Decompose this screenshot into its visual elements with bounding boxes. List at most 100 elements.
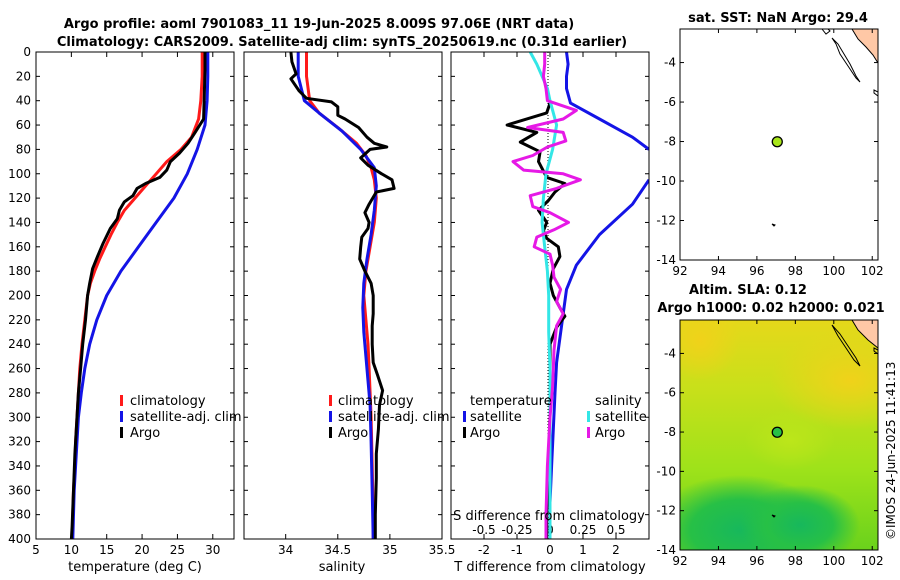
y-tick-label: -10 xyxy=(656,174,676,188)
sst-map-box xyxy=(679,28,879,261)
x-tick-label: -2 xyxy=(478,543,490,557)
island-chain-outline xyxy=(831,37,861,83)
y-tick-label: 400 xyxy=(8,532,31,546)
s-tick-label: -0.25 xyxy=(501,523,532,537)
x-tick-label: 96 xyxy=(749,554,764,568)
y-tick-label: 40 xyxy=(16,94,31,108)
x-tick-label: 34 xyxy=(278,543,293,557)
y-tick-label: 100 xyxy=(8,167,31,181)
sst-map-ticks: 92 94 96 98 100 102 -4 -6 -8 -10 -12 -14 xyxy=(656,29,884,278)
s-tick-label: -0.5 xyxy=(472,523,495,537)
legend-label-t-argo: Argo xyxy=(470,426,500,441)
series-line xyxy=(505,102,567,539)
y-tick-label: -4 xyxy=(664,346,676,360)
legend-label-t-satellite: satellite xyxy=(470,410,522,425)
y-tick-label: -8 xyxy=(664,425,676,439)
x-tick-label: 98 xyxy=(788,554,803,568)
imos-watermark: ©IMOS 24-Jun-2025 11:41:13 xyxy=(884,362,898,540)
series-line xyxy=(69,52,207,539)
temperature-series xyxy=(69,52,210,539)
y-tick-label: 180 xyxy=(8,264,31,278)
x-tick-label: 25 xyxy=(170,543,185,557)
y-tick-label: -6 xyxy=(664,386,676,400)
legend-swatch-climatology xyxy=(120,395,123,406)
y-tick-label: 140 xyxy=(8,215,31,229)
argo-float-marker xyxy=(771,136,783,148)
difference-legend: temperature satellite Argo salinity sate… xyxy=(463,394,647,441)
y-tick-label: 60 xyxy=(16,118,31,132)
island-chain-outline xyxy=(831,324,861,367)
y-tick-label: 280 xyxy=(8,386,31,400)
legend-label-s-argo: Argo xyxy=(595,426,625,441)
argo-float-marker xyxy=(771,426,783,438)
figure-title-line1: Argo profile: aoml 7901083_11 19-Jun-202… xyxy=(64,17,574,32)
sla-mid-region xyxy=(745,410,835,470)
sla-heatmap xyxy=(680,320,878,550)
legend-label-satellite: satellite-adj. clim xyxy=(338,410,450,425)
x-tick-label: 10 xyxy=(64,543,79,557)
y-tick-label: -6 xyxy=(664,95,676,109)
y-tick-label: 220 xyxy=(8,313,31,327)
y-tick-label: 120 xyxy=(8,191,31,205)
salinity-series xyxy=(289,52,396,539)
legend-swatch-satellite xyxy=(120,411,123,422)
legend-swatch-argo xyxy=(329,427,332,438)
difference-xlabel-t: T difference from climatology xyxy=(453,560,646,575)
island-outline xyxy=(873,347,878,355)
y-tick-label: -12 xyxy=(656,214,676,228)
temperature-panel: 5 10 15 20 25 3002040608010012014016018020022… xyxy=(8,45,242,575)
temperature-xlabel: temperature (deg C) xyxy=(68,560,202,575)
salinity-axes-box xyxy=(243,51,443,540)
sla-map-title-line2: Argo h1000: 0.02 h2000: 0.021 xyxy=(657,301,884,316)
legend-label-climatology: climatology xyxy=(338,394,414,409)
salinity-axis-ticks: 34 34.5 35 35.5 xyxy=(244,51,456,557)
x-tick-label: 35.5 xyxy=(429,543,456,557)
y-tick-label: 360 xyxy=(8,483,31,497)
x-tick-label: 94 xyxy=(711,554,726,568)
y-tick-label: -4 xyxy=(664,56,676,70)
legend-label-argo: Argo xyxy=(338,426,368,441)
difference-series xyxy=(505,52,649,539)
sla-map-title-line1: Altim. SLA: 0.12 xyxy=(689,283,807,298)
legend-swatch-t-argo xyxy=(463,427,466,438)
series-line xyxy=(565,52,649,151)
legend-label-s-satellite: satellite xyxy=(595,410,647,425)
x-tick-label: 35 xyxy=(382,543,397,557)
x-tick-label: 102 xyxy=(861,554,884,568)
x-tick-label: 5 xyxy=(32,543,40,557)
difference-axes-box xyxy=(450,51,650,540)
x-tick-label: 98 xyxy=(788,264,803,278)
y-tick-label: 320 xyxy=(8,435,31,449)
y-tick-label: 340 xyxy=(8,459,31,473)
y-tick-label: 200 xyxy=(8,289,31,303)
legend-swatch-s-satellite xyxy=(587,411,590,422)
sla-map-box xyxy=(679,319,879,551)
small-island xyxy=(771,223,776,227)
y-tick-label: 80 xyxy=(16,142,31,156)
legend-swatch-satellite xyxy=(329,411,332,422)
x-tick-label: 94 xyxy=(711,264,726,278)
small-island xyxy=(771,514,776,518)
y-tick-label: -14 xyxy=(656,543,676,557)
temperature-axes-box xyxy=(35,51,235,540)
series-line xyxy=(296,52,378,539)
y-tick-label: -14 xyxy=(656,253,676,267)
sumatra-coastline xyxy=(851,320,878,349)
x-tick-label: -1 xyxy=(511,543,523,557)
x-tick-label: 30 xyxy=(205,543,220,557)
s-tick-label: 0.25 xyxy=(570,523,597,537)
difference-panel: -2 -1 0 1 2-0.5 -0.25 0 0.25 0.5 T difference fr… xyxy=(450,51,650,575)
x-tick-label: 96 xyxy=(749,264,764,278)
legend-swatch-s-argo xyxy=(587,427,590,438)
difference-xlabel-s: S difference from climatology xyxy=(453,509,645,524)
y-tick-label: -8 xyxy=(664,135,676,149)
x-tick-label: 100 xyxy=(822,554,845,568)
legend-swatch-climatology xyxy=(329,395,332,406)
x-tick-label: 20 xyxy=(134,543,149,557)
series-line xyxy=(511,52,582,539)
y-tick-label: 260 xyxy=(8,362,31,376)
legend-label-satellite: satellite-adj. clim xyxy=(130,410,242,425)
legend-label-argo: Argo xyxy=(130,426,160,441)
y-tick-label: -12 xyxy=(656,504,676,518)
